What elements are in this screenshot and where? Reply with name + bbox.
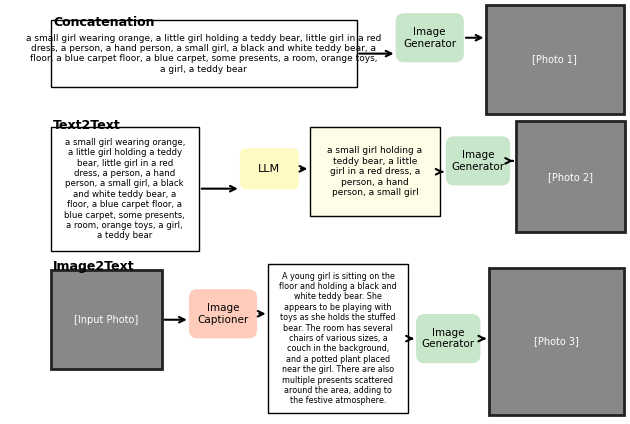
FancyBboxPatch shape — [50, 270, 162, 369]
FancyBboxPatch shape — [489, 268, 624, 415]
Text: Image
Generator: Image Generator — [421, 328, 475, 349]
FancyBboxPatch shape — [486, 5, 624, 114]
Text: Image
Captioner: Image Captioner — [197, 303, 249, 324]
FancyBboxPatch shape — [417, 315, 480, 363]
FancyBboxPatch shape — [190, 290, 256, 338]
Text: [Photo 1]: [Photo 1] — [532, 55, 577, 64]
FancyBboxPatch shape — [516, 121, 626, 232]
Text: Image2Text: Image2Text — [54, 260, 135, 273]
Text: a small girl wearing orange,
a little girl holding a teddy
bear, little girl in : a small girl wearing orange, a little gi… — [64, 138, 185, 240]
Text: Image
Generator: Image Generator — [403, 27, 456, 48]
FancyBboxPatch shape — [268, 264, 408, 413]
Text: a small girl holding a
teddy bear, a little
girl in a red dress, a
person, a han: a small girl holding a teddy bear, a lit… — [328, 146, 423, 197]
FancyBboxPatch shape — [50, 20, 357, 87]
Text: LLM: LLM — [258, 164, 280, 174]
FancyBboxPatch shape — [447, 137, 510, 185]
Text: Image
Generator: Image Generator — [452, 150, 505, 172]
Text: A young girl is sitting on the
floor and holding a black and
white teddy bear. S: A young girl is sitting on the floor and… — [279, 272, 397, 405]
FancyBboxPatch shape — [241, 149, 298, 189]
Text: [Photo 3]: [Photo 3] — [534, 337, 579, 346]
FancyBboxPatch shape — [310, 127, 440, 217]
FancyBboxPatch shape — [396, 14, 463, 61]
Text: [Input Photo]: [Input Photo] — [74, 315, 139, 325]
FancyBboxPatch shape — [50, 127, 199, 251]
Text: Text2Text: Text2Text — [54, 119, 121, 132]
Text: Concatenation: Concatenation — [54, 16, 155, 29]
Text: a small girl wearing orange, a little girl holding a teddy bear, little girl in : a small girl wearing orange, a little gi… — [26, 33, 381, 74]
Text: [Photo 2]: [Photo 2] — [548, 172, 593, 182]
